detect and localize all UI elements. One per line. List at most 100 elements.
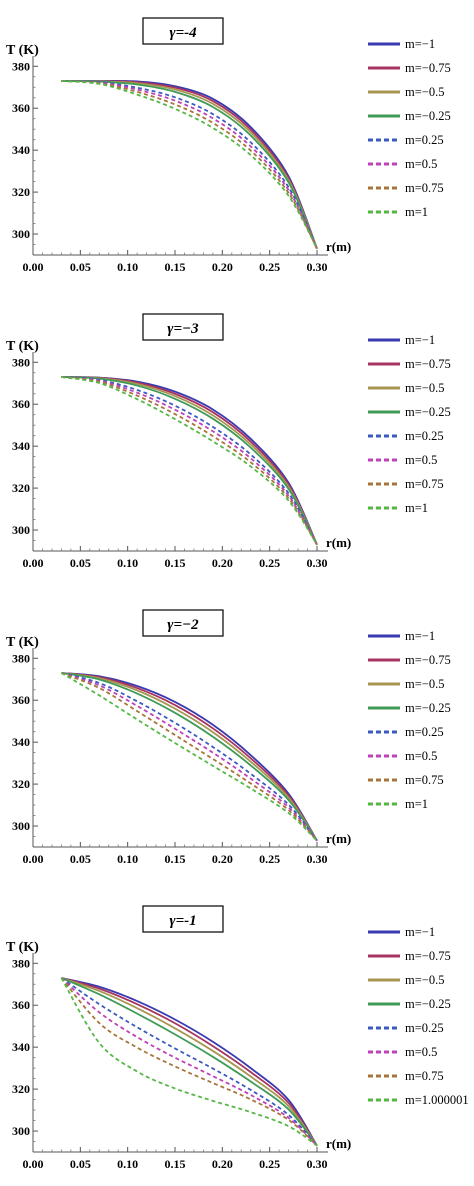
- chart-panel-1: γ=-4 T (K) r(m) 300 320 340 360 380 0.00 0.05 0.10…: [6, 17, 451, 274]
- y-tick-label: 300: [12, 227, 30, 241]
- chart-title: γ=−2: [167, 617, 199, 633]
- x-tick-label: 0.20: [212, 1157, 233, 1171]
- chart-title: γ=−3: [167, 321, 199, 337]
- series-line: [61, 80, 318, 250]
- legend-label: m=0.5: [405, 453, 437, 467]
- y-tick-label: 320: [12, 185, 30, 199]
- series-line: [61, 977, 318, 1147]
- title-box: [142, 609, 224, 637]
- x-axis-label: r(m): [326, 831, 351, 846]
- series-line: [61, 80, 318, 250]
- y-tick-label: 340: [12, 1040, 30, 1054]
- x-tick-label: 0.00: [23, 1157, 44, 1171]
- legend-label: m=−0.25: [405, 109, 451, 123]
- y-tick-label: 360: [12, 397, 30, 411]
- y-tick-label: 360: [12, 998, 30, 1012]
- chart-panel-3: γ=−2 T (K) r(m) 300 320 340 360 380 0.00 0.05 0.10…: [6, 609, 451, 866]
- series-line: [61, 376, 318, 546]
- series-line: [61, 376, 318, 546]
- y-tick-label: 360: [12, 693, 30, 707]
- x-tick-label: 0.05: [70, 1157, 91, 1171]
- y-tick-label: 300: [12, 523, 30, 537]
- x-tick-label: 0.05: [70, 260, 91, 274]
- x-tick-label: 0.10: [117, 1157, 138, 1171]
- x-tick-label: 0.25: [259, 852, 280, 866]
- legend-label: m=−0.5: [405, 677, 444, 691]
- series-line: [61, 672, 318, 842]
- title-box: [142, 17, 224, 45]
- y-tick-label: 320: [12, 777, 30, 791]
- x-tick-label: 0.10: [117, 260, 138, 274]
- y-axis-label: T (K): [6, 940, 39, 955]
- y-tick-label: 340: [12, 143, 30, 157]
- series-line: [61, 977, 318, 1147]
- legend-label: m=0.5: [405, 157, 437, 171]
- legend-label: m=0.75: [405, 477, 444, 491]
- x-tick-label: 0.30: [307, 556, 328, 570]
- series-line: [61, 376, 318, 546]
- series-line: [60, 977, 318, 1147]
- legend-label: m=−0.75: [405, 357, 451, 371]
- chart-panel-4: γ=-1 T (K) r(m) 300 320 340 360 380 0.00 0.05 0.10…: [6, 905, 469, 1171]
- legend-label: m=−0.5: [405, 973, 444, 987]
- y-tick-label: 300: [12, 1124, 30, 1138]
- series-line: [61, 672, 318, 842]
- y-tick-label: 380: [12, 59, 30, 73]
- x-axis-label: r(m): [326, 535, 351, 550]
- legend-label: m=0.5: [405, 749, 437, 763]
- x-tick-label: 0.15: [165, 852, 186, 866]
- y-axis-label: T (K): [6, 43, 39, 58]
- legend-label: m=1: [405, 205, 428, 219]
- x-tick-label: 0.10: [117, 852, 138, 866]
- y-tick-label: 360: [12, 101, 30, 115]
- x-tick-label: 0.15: [165, 556, 186, 570]
- legend-label: m=−1: [405, 629, 435, 643]
- y-tick-label: 380: [12, 651, 30, 665]
- legend-label: m=−1: [405, 37, 435, 51]
- legend-label: m=1: [405, 797, 428, 811]
- chart-title: γ=-1: [169, 913, 196, 929]
- legend-label: m=−0.5: [405, 381, 444, 395]
- y-tick-label: 320: [12, 1082, 30, 1096]
- x-tick-label: 0.00: [23, 556, 44, 570]
- series-line: [61, 672, 318, 842]
- legend-label: m=−0.75: [405, 653, 451, 667]
- y-axis-label: T (K): [6, 635, 39, 650]
- series-line: [60, 977, 318, 1147]
- series-line: [61, 80, 318, 250]
- legend-label: m=−0.25: [405, 997, 451, 1011]
- legend-label: m=0.5: [405, 1045, 437, 1059]
- x-tick-label: 0.20: [212, 852, 233, 866]
- series-line: [60, 977, 318, 1147]
- legend-label: m=−0.75: [405, 949, 451, 963]
- legend-label: m=−0.5: [405, 85, 444, 99]
- chart-title: γ=-4: [169, 25, 197, 41]
- series-line: [60, 977, 318, 1147]
- legend-label: m=0.25: [405, 429, 444, 443]
- legend-label: m=−0.25: [405, 405, 451, 419]
- x-tick-label: 0.05: [70, 556, 91, 570]
- x-tick-label: 0.30: [307, 852, 328, 866]
- x-tick-label: 0.30: [307, 260, 328, 274]
- x-axis-label: r(m): [326, 239, 351, 254]
- legend-label: m=1.000001: [405, 1093, 469, 1107]
- x-tick-label: 0.20: [212, 556, 233, 570]
- x-tick-label: 0.20: [212, 260, 233, 274]
- x-tick-label: 0.00: [23, 852, 44, 866]
- legend-label: m=0.25: [405, 133, 444, 147]
- series-line: [61, 672, 318, 842]
- series-line: [61, 672, 318, 842]
- x-tick-label: 0.25: [259, 556, 280, 570]
- y-tick-label: 340: [12, 439, 30, 453]
- legend-label: m=−0.75: [405, 61, 451, 75]
- legend-label: m=0.25: [405, 1021, 444, 1035]
- x-tick-label: 0.10: [117, 556, 138, 570]
- y-tick-label: 300: [12, 819, 30, 833]
- title-box: [142, 905, 224, 933]
- legend-label: m=−1: [405, 925, 435, 939]
- legend-label: m=0.75: [405, 1069, 444, 1083]
- legend-label: m=0.25: [405, 725, 444, 739]
- series-line: [60, 672, 318, 842]
- series-line: [61, 672, 318, 842]
